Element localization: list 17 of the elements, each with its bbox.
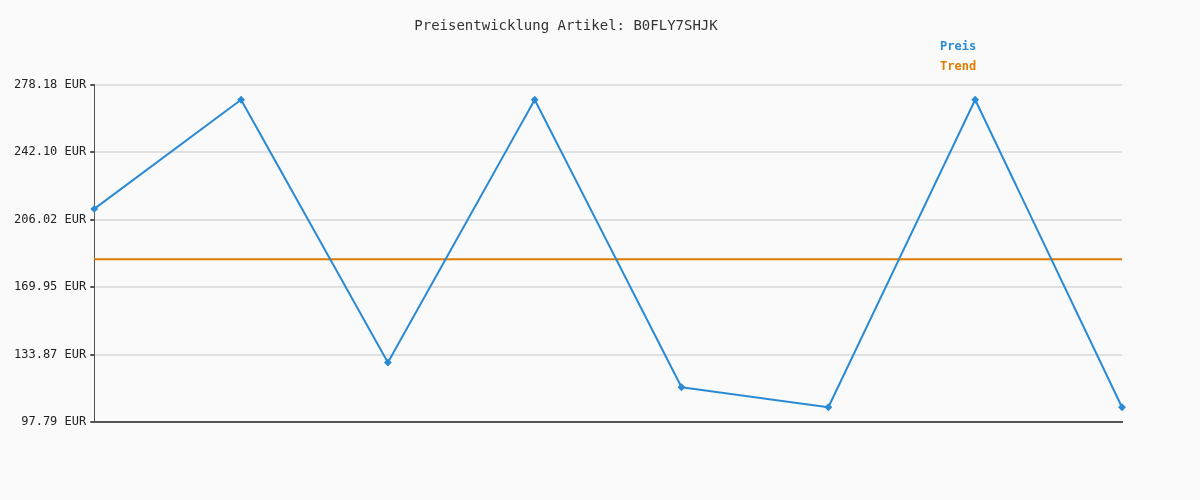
y-tick-label: 206.02 EUR	[14, 211, 88, 226]
y-tick-label: 242.10 EUR	[14, 144, 88, 159]
y-tick-label: 133.87 EUR	[14, 346, 88, 361]
point	[971, 96, 979, 104]
text: Trend	[940, 59, 977, 74]
point	[237, 96, 245, 104]
point	[531, 96, 539, 104]
point	[1118, 403, 1126, 411]
point	[678, 383, 686, 391]
point	[824, 403, 832, 411]
point	[384, 359, 392, 367]
y-tick-label: 169.95 EUR	[14, 279, 88, 294]
y-tick-label: 278.18 EUR	[14, 76, 88, 91]
point	[90, 205, 98, 213]
y-tick-label: 97.79 EUR	[21, 414, 88, 429]
chart-title: Preisentwicklung Artikel: B0FLY7SHJK	[414, 17, 719, 34]
text: Preis	[940, 39, 977, 54]
